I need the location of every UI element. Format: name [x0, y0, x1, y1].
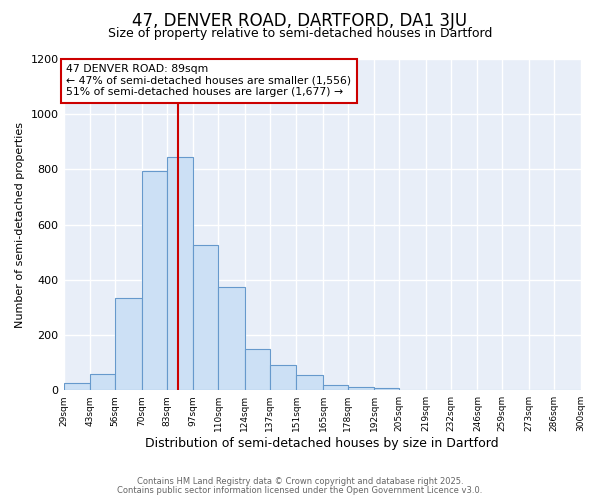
Bar	[90, 374, 115, 390]
Bar	[115, 298, 142, 390]
Bar	[167, 157, 193, 390]
Bar	[269, 366, 296, 390]
Y-axis label: Number of semi-detached properties: Number of semi-detached properties	[15, 122, 25, 328]
Bar	[348, 386, 374, 390]
Text: 47 DENVER ROAD: 89sqm
← 47% of semi-detached houses are smaller (1,556)
51% of s: 47 DENVER ROAD: 89sqm ← 47% of semi-deta…	[66, 64, 351, 97]
Text: Size of property relative to semi-detached houses in Dartford: Size of property relative to semi-detach…	[108, 28, 492, 40]
Text: Contains public sector information licensed under the Open Government Licence v3: Contains public sector information licen…	[118, 486, 482, 495]
X-axis label: Distribution of semi-detached houses by size in Dartford: Distribution of semi-detached houses by …	[145, 437, 499, 450]
Bar	[245, 350, 269, 390]
Bar	[374, 388, 399, 390]
Text: 47, DENVER ROAD, DARTFORD, DA1 3JU: 47, DENVER ROAD, DARTFORD, DA1 3JU	[133, 12, 467, 30]
Bar	[323, 384, 348, 390]
Bar	[193, 246, 218, 390]
Bar	[64, 384, 90, 390]
Text: Contains HM Land Registry data © Crown copyright and database right 2025.: Contains HM Land Registry data © Crown c…	[137, 477, 463, 486]
Bar	[296, 375, 323, 390]
Bar	[142, 171, 167, 390]
Bar	[218, 286, 245, 390]
